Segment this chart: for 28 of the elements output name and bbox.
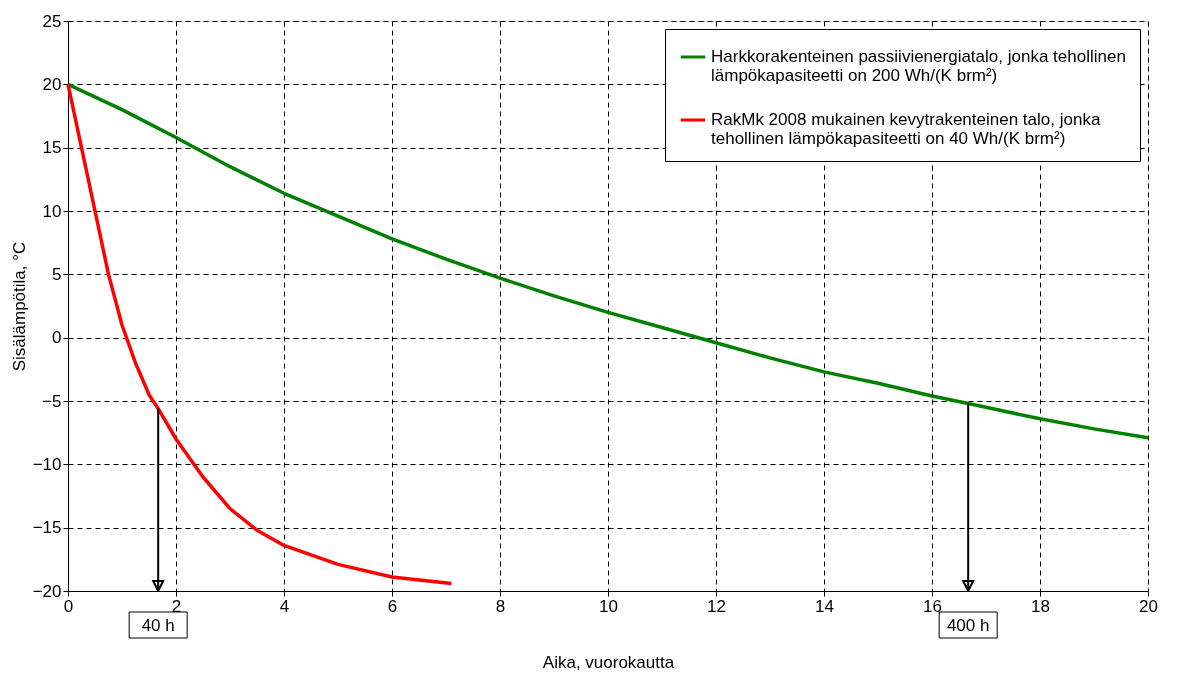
y-tick-label: −15: [32, 518, 62, 538]
line-series: [66, 82, 454, 586]
y-axis-title: Sisälämpötila, °C: [9, 241, 29, 372]
y-tick-label: −5: [42, 391, 62, 411]
ref-line-label: 40 h: [141, 616, 175, 635]
legend-label: RakMk 2008 mukainen kevytrakenteinen talo, jonka tehollinen lämpökapasiteetti on 40 Wh/(K brm²): [711, 110, 1101, 148]
x-tick-label: 6: [387, 596, 398, 616]
x-tick-label: 4: [279, 596, 290, 616]
x-tick-label: 20: [1139, 596, 1158, 616]
legend-label: Harkkorakenteinen passiivienergiatalo, jonka tehollinen lämpökapasiteetti on 200 Wh/(K brm²): [711, 47, 1126, 85]
x-tick-label: 12: [707, 596, 726, 616]
y-tick-label: −10: [32, 454, 62, 474]
y-tick-label: 20: [42, 74, 62, 94]
x-tick-label: 8: [495, 596, 506, 616]
y-tick-label: 15: [42, 138, 62, 158]
y-tick-label: 0: [52, 328, 62, 348]
x-tick-label: 18: [1031, 596, 1050, 616]
x-axis-title: Aika, vuorokautta: [542, 652, 675, 672]
x-tick-label: 2: [171, 596, 182, 616]
ref-line-label: 400 h: [946, 616, 990, 635]
y-tick-label: −20: [32, 581, 62, 601]
y-tick-label: 10: [42, 201, 62, 221]
y-tick-label: 25: [42, 11, 62, 31]
x-tick-label: 10: [599, 596, 618, 616]
x-tick-label: 14: [815, 596, 834, 616]
y-tick-label: 5: [52, 264, 62, 284]
x-tick-label: 16: [923, 596, 942, 616]
line-series: [66, 82, 1150, 440]
